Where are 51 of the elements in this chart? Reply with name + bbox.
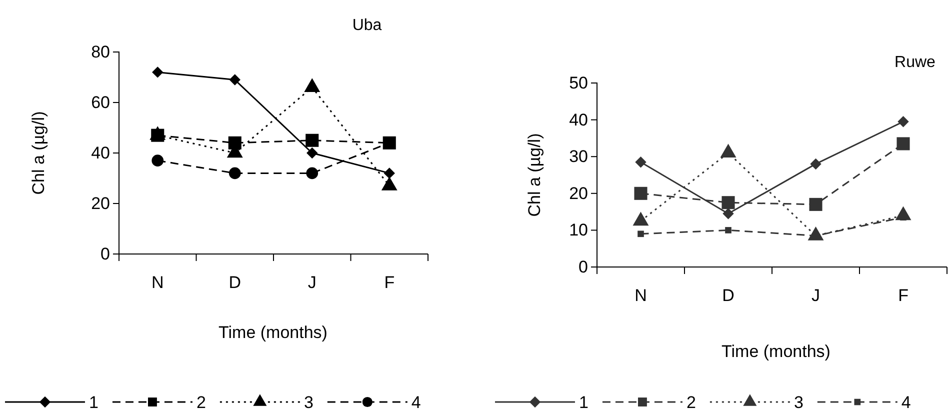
- x-tick-label: J: [812, 286, 820, 306]
- legend-label: 4: [411, 393, 421, 412]
- y-tick-label: 20: [91, 194, 110, 213]
- point: [152, 154, 164, 166]
- point: [384, 168, 395, 179]
- y-tick-label: 50: [569, 73, 588, 92]
- x-axis-title: Time (months): [722, 342, 830, 361]
- legend-label: 2: [686, 393, 696, 412]
- point: [722, 196, 735, 210]
- point: [725, 227, 732, 234]
- y-tick-label: 30: [569, 147, 588, 166]
- x-tick-label: N: [634, 286, 647, 306]
- y-tick-label: 10: [569, 220, 588, 240]
- y-tick-label: 60: [91, 92, 110, 112]
- point: [722, 208, 734, 220]
- x-tick-label: F: [384, 273, 395, 292]
- y-axis-title: Chl a (µg/l): [29, 111, 48, 195]
- legend-label: 2: [196, 393, 206, 412]
- point: [810, 158, 822, 170]
- chart-title: Uba: [352, 17, 382, 34]
- point: [228, 167, 241, 180]
- legend-label: 3: [794, 393, 804, 412]
- x-tick-label: D: [722, 286, 734, 306]
- point: [152, 66, 164, 78]
- x-axis-title: Time (months): [218, 323, 328, 342]
- y-tick-label: 40: [91, 143, 110, 162]
- x-tick-label: D: [228, 273, 242, 292]
- x-tick-label: J: [308, 273, 316, 292]
- x-tick-label: N: [151, 273, 164, 292]
- point: [898, 116, 909, 128]
- point: [229, 74, 240, 86]
- chart-title: Ruwe: [894, 54, 936, 71]
- y-tick-label: 40: [569, 110, 588, 130]
- point: [634, 186, 648, 200]
- point: [809, 198, 822, 211]
- y-tick-label: 80: [91, 42, 110, 62]
- point: [638, 230, 644, 238]
- y-tick-label: 0: [578, 257, 588, 276]
- legend-label: 4: [901, 393, 911, 412]
- point: [896, 137, 910, 150]
- x-tick-label: F: [898, 286, 908, 306]
- y-tick-label: 20: [569, 184, 588, 203]
- legend-label: 3: [304, 393, 314, 412]
- point: [306, 134, 319, 147]
- point: [306, 167, 318, 180]
- y-tick-label: 0: [100, 244, 110, 264]
- point: [306, 147, 318, 159]
- legend-label: 1: [579, 393, 588, 412]
- point: [635, 156, 646, 168]
- legend-label: 1: [89, 393, 98, 412]
- y-axis-title: Chl a (µg/l): [525, 133, 544, 217]
